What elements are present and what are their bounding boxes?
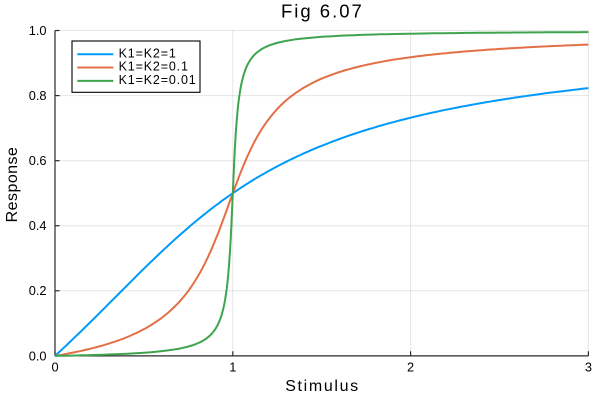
svg-text:1.0: 1.0	[29, 23, 47, 38]
svg-text:0.8: 0.8	[29, 88, 47, 103]
svg-text:K1=K2=0.01: K1=K2=0.01	[119, 73, 197, 87]
svg-text:2: 2	[407, 359, 414, 374]
svg-text:0.0: 0.0	[29, 348, 47, 363]
svg-text:Fig 6.07: Fig 6.07	[281, 1, 364, 22]
svg-text:0.4: 0.4	[29, 218, 47, 233]
svg-text:Stimulus: Stimulus	[285, 378, 360, 395]
svg-text:Response: Response	[4, 147, 21, 223]
svg-text:0.6: 0.6	[29, 153, 47, 168]
svg-text:0: 0	[51, 359, 58, 374]
svg-text:K1=K2=1: K1=K2=1	[119, 46, 177, 60]
svg-text:3: 3	[585, 359, 592, 374]
svg-text:0.2: 0.2	[29, 283, 47, 298]
svg-text:K1=K2=0.1: K1=K2=0.1	[119, 60, 189, 74]
svg-text:1: 1	[229, 359, 236, 374]
